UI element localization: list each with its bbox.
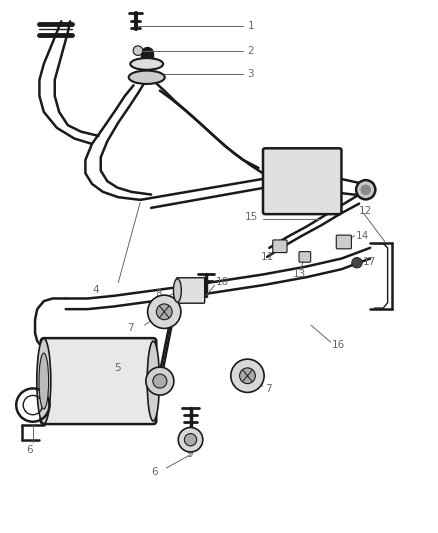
Text: 2: 2 xyxy=(247,46,254,55)
Text: 14: 14 xyxy=(356,231,369,240)
Circle shape xyxy=(352,257,362,268)
Text: 16: 16 xyxy=(332,341,345,350)
Text: 10: 10 xyxy=(215,278,229,287)
Circle shape xyxy=(156,304,172,320)
Ellipse shape xyxy=(129,70,165,84)
Circle shape xyxy=(148,295,181,328)
Ellipse shape xyxy=(37,338,51,424)
Circle shape xyxy=(360,184,371,195)
Circle shape xyxy=(231,359,264,392)
FancyBboxPatch shape xyxy=(336,235,351,249)
FancyBboxPatch shape xyxy=(177,278,205,303)
Text: 8: 8 xyxy=(155,289,162,299)
Circle shape xyxy=(184,433,197,446)
Circle shape xyxy=(146,367,174,395)
Text: 12: 12 xyxy=(359,206,372,215)
Ellipse shape xyxy=(39,353,49,409)
FancyBboxPatch shape xyxy=(263,148,342,214)
Text: 6: 6 xyxy=(26,446,33,455)
Text: 4: 4 xyxy=(92,286,99,295)
Text: 17: 17 xyxy=(363,257,376,267)
Circle shape xyxy=(178,427,203,452)
Ellipse shape xyxy=(133,46,143,55)
Text: 3: 3 xyxy=(247,69,254,78)
Text: 11: 11 xyxy=(261,252,274,262)
Text: 5: 5 xyxy=(114,363,120,373)
Text: 7: 7 xyxy=(127,323,134,333)
Circle shape xyxy=(356,180,375,199)
FancyBboxPatch shape xyxy=(41,338,156,424)
Text: 9: 9 xyxy=(186,449,193,459)
FancyBboxPatch shape xyxy=(273,240,287,253)
Ellipse shape xyxy=(147,341,159,421)
Ellipse shape xyxy=(131,58,163,70)
Text: 7: 7 xyxy=(265,384,272,394)
Text: 1: 1 xyxy=(247,21,254,30)
Text: 6: 6 xyxy=(151,467,158,477)
Circle shape xyxy=(240,368,255,384)
Text: 13: 13 xyxy=(293,269,306,279)
Ellipse shape xyxy=(173,279,181,302)
Text: 15: 15 xyxy=(245,213,258,222)
FancyBboxPatch shape xyxy=(299,252,311,262)
Circle shape xyxy=(153,374,167,388)
Ellipse shape xyxy=(140,70,149,78)
